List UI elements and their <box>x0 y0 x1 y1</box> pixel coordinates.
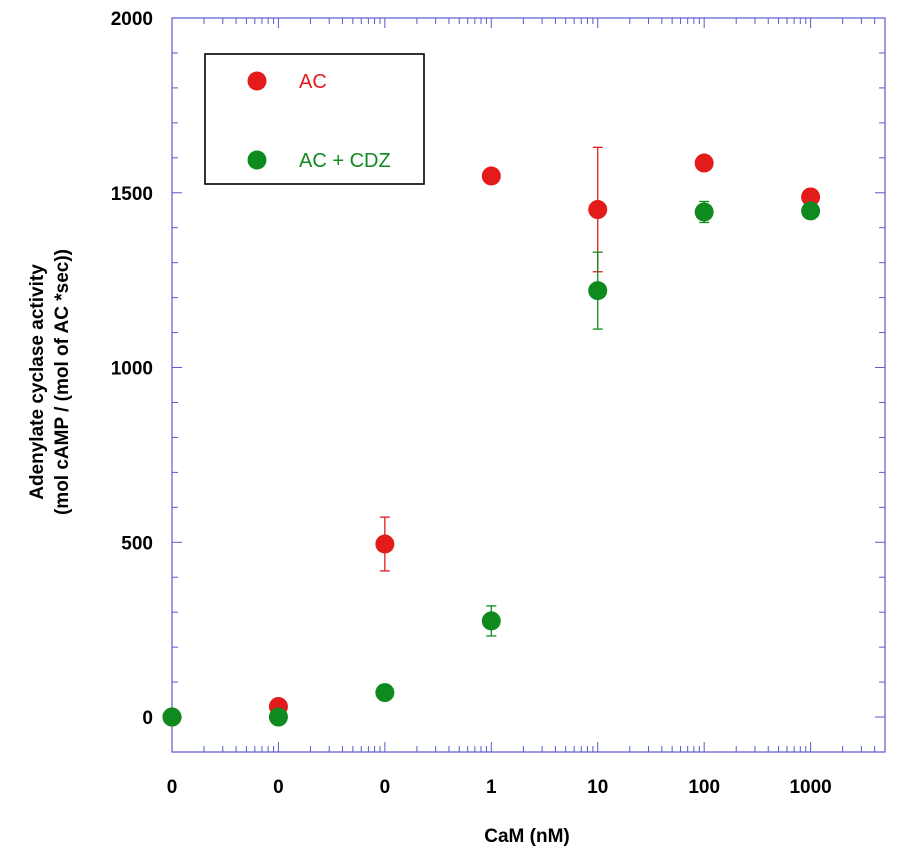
x-tick-label: 0 <box>380 777 391 798</box>
major-ticks <box>171 17 885 752</box>
data-point-ac-cdz <box>481 611 501 631</box>
data-point-ac <box>694 153 714 173</box>
x-axis-title: CaM (nM) <box>484 826 569 847</box>
y-tick-label: 500 <box>121 533 153 554</box>
y-tick-label: 0 <box>142 708 153 729</box>
x-tick-label: 1 <box>486 777 497 798</box>
error-bars <box>379 146 710 637</box>
x-tick-label: 10 <box>587 777 608 798</box>
data-point-ac <box>375 534 395 554</box>
x-tick-label: 0 <box>273 777 284 798</box>
plot-area-border <box>171 17 886 753</box>
data-points <box>162 153 821 727</box>
y-axis-title-line-2: (mol cAMP / (mol of AC *sec)) <box>52 249 73 515</box>
plot-frame <box>171 17 886 753</box>
data-point-ac-cdz <box>694 202 714 222</box>
y-axis-title: Adenylate cyclase activity (mol cAMP / (… <box>27 249 73 515</box>
legend-box <box>204 53 425 185</box>
data-point-ac <box>801 187 821 207</box>
y-tick-label: 1000 <box>111 359 153 380</box>
data-point-ac-cdz <box>588 281 608 301</box>
legend-label-ac: AC <box>299 71 327 93</box>
y-tick-labels: 0 500 1000 1500 2000 <box>111 9 153 729</box>
x-tick-label: 100 <box>688 777 720 798</box>
data-point-ac-cdz <box>162 707 182 727</box>
y-tick-label: 1500 <box>111 184 153 205</box>
data-point-ac-cdz <box>801 201 821 221</box>
x-tick-label: 0 <box>167 777 178 798</box>
data-point-ac <box>588 200 608 220</box>
y-axis-title-line-1: Adenylate cyclase activity <box>27 264 48 500</box>
legend-marker-ac <box>247 71 267 91</box>
x-tick-label: 1000 <box>789 777 831 798</box>
data-point-ac-cdz <box>268 707 288 727</box>
data-point-ac <box>481 166 501 186</box>
y-tick-label: 2000 <box>111 9 153 30</box>
legend-label-ac-cdz: AC + CDZ <box>299 150 391 172</box>
legend-marker-ac-cdz <box>247 150 267 170</box>
minor-ticks <box>172 18 886 752</box>
x-tick-labels: 0 0 0 1 10 100 1000 <box>167 777 832 798</box>
data-point-ac-cdz <box>375 683 395 703</box>
legend: AC AC + CDZ <box>204 53 425 185</box>
